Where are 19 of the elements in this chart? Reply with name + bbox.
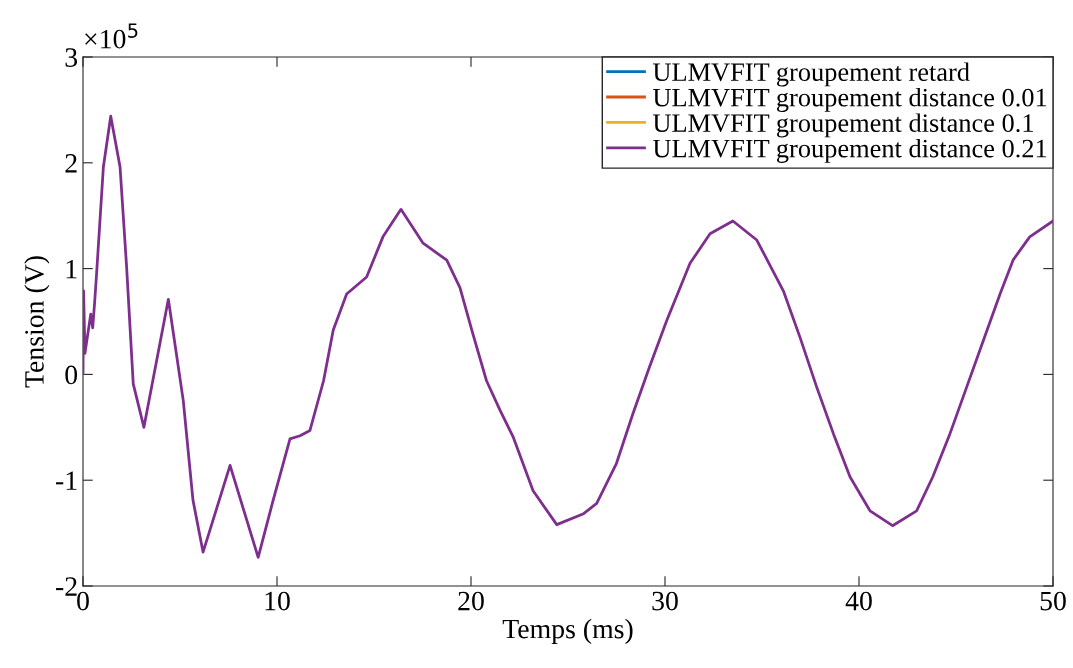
x-tick-label: 40 — [845, 591, 872, 611]
y-tick-label: -2 — [56, 577, 77, 596]
y-tick-label: 0 — [65, 365, 78, 385]
x-tick-label: 20 — [458, 591, 484, 611]
y-tick-label: -1 — [56, 471, 77, 490]
text: ×10$^{5}$ — [85, 23, 138, 49]
legend-label: ULMVFIT groupement distance 0.21 — [652, 138, 1047, 163]
y-tick-label: 1 — [66, 259, 77, 279]
legend-label: ULMVFIT groupement retard — [652, 62, 970, 87]
x-tick-label: 50 — [1040, 591, 1066, 611]
x-tick-label: 30 — [652, 591, 678, 611]
line-series — [83, 114, 1053, 559]
y-axis-title: Tension (V) — [24, 256, 50, 388]
x-tick-label: 10 — [265, 591, 290, 611]
legend-label: ULMVFIT groupement distance 0.1 — [652, 113, 1033, 138]
y-tick-label: 3 — [65, 48, 78, 67]
legend-label: ULMVFIT groupement distance 0.01 — [652, 87, 1047, 112]
y-tick-label: 2 — [65, 154, 77, 173]
x-axis-title: Temps (ms) — [502, 618, 633, 645]
